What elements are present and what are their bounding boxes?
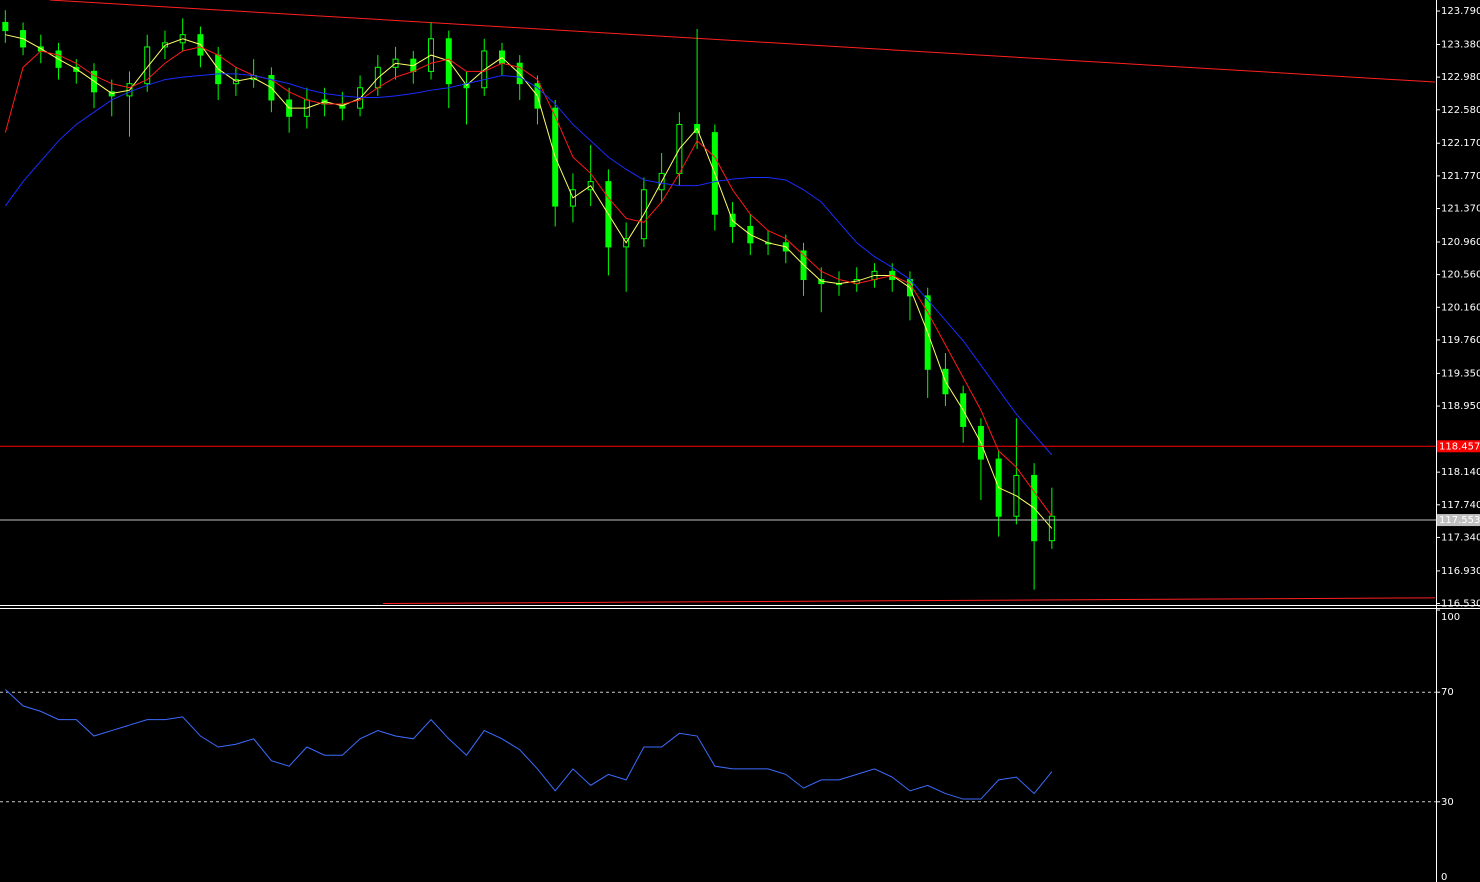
y-tick-label: 30 bbox=[1441, 797, 1454, 808]
y-tick-label: 122.980 bbox=[1441, 72, 1480, 83]
price-tag-label: 118.457 bbox=[1439, 441, 1480, 452]
price-tag bbox=[1437, 440, 1480, 453]
y-tick-label: 120.160 bbox=[1441, 302, 1480, 313]
moving-average bbox=[5, 34, 1053, 529]
y-tick-label: 119.350 bbox=[1441, 368, 1480, 379]
trend-line bbox=[49, 0, 1436, 83]
price-tag-label: 117.553 bbox=[1439, 515, 1480, 526]
y-tick-label: 120.960 bbox=[1441, 237, 1480, 248]
y-tick-label: 122.170 bbox=[1441, 138, 1480, 149]
y-tick-label: 122.580 bbox=[1441, 105, 1480, 116]
y-tick-label: 0 bbox=[1441, 872, 1447, 882]
y-tick-label: 100 bbox=[1441, 612, 1460, 623]
y-tick-label: 121.370 bbox=[1441, 204, 1480, 215]
y-tick-label: 116.930 bbox=[1441, 566, 1480, 577]
y-tick-label: 120.560 bbox=[1441, 270, 1480, 281]
trend-line bbox=[383, 597, 1436, 605]
candle-body bbox=[2, 21, 9, 32]
y-tick-label: 118.950 bbox=[1441, 401, 1480, 412]
y-tick-label: 119.760 bbox=[1441, 335, 1480, 346]
y-tick-label: 117.740 bbox=[1441, 500, 1480, 511]
y-tick-label: 117.340 bbox=[1441, 532, 1480, 543]
moving-average bbox=[4, 73, 1053, 456]
y-tick-label: 116.530 bbox=[1441, 599, 1480, 610]
y-tick-label: 121.770 bbox=[1441, 171, 1480, 182]
y-tick-label: 123.790 bbox=[1441, 6, 1480, 17]
candle-body bbox=[1048, 515, 1055, 542]
rsi-line bbox=[4, 689, 1053, 800]
y-tick-label: 70 bbox=[1441, 687, 1454, 698]
price-tag bbox=[1437, 514, 1480, 527]
y-tick-label: 123.380 bbox=[1441, 39, 1480, 50]
candle-body bbox=[144, 46, 151, 85]
price-plot bbox=[2, 0, 1436, 605]
moving-average bbox=[4, 46, 1053, 517]
y-tick-label: 118.140 bbox=[1441, 467, 1480, 478]
